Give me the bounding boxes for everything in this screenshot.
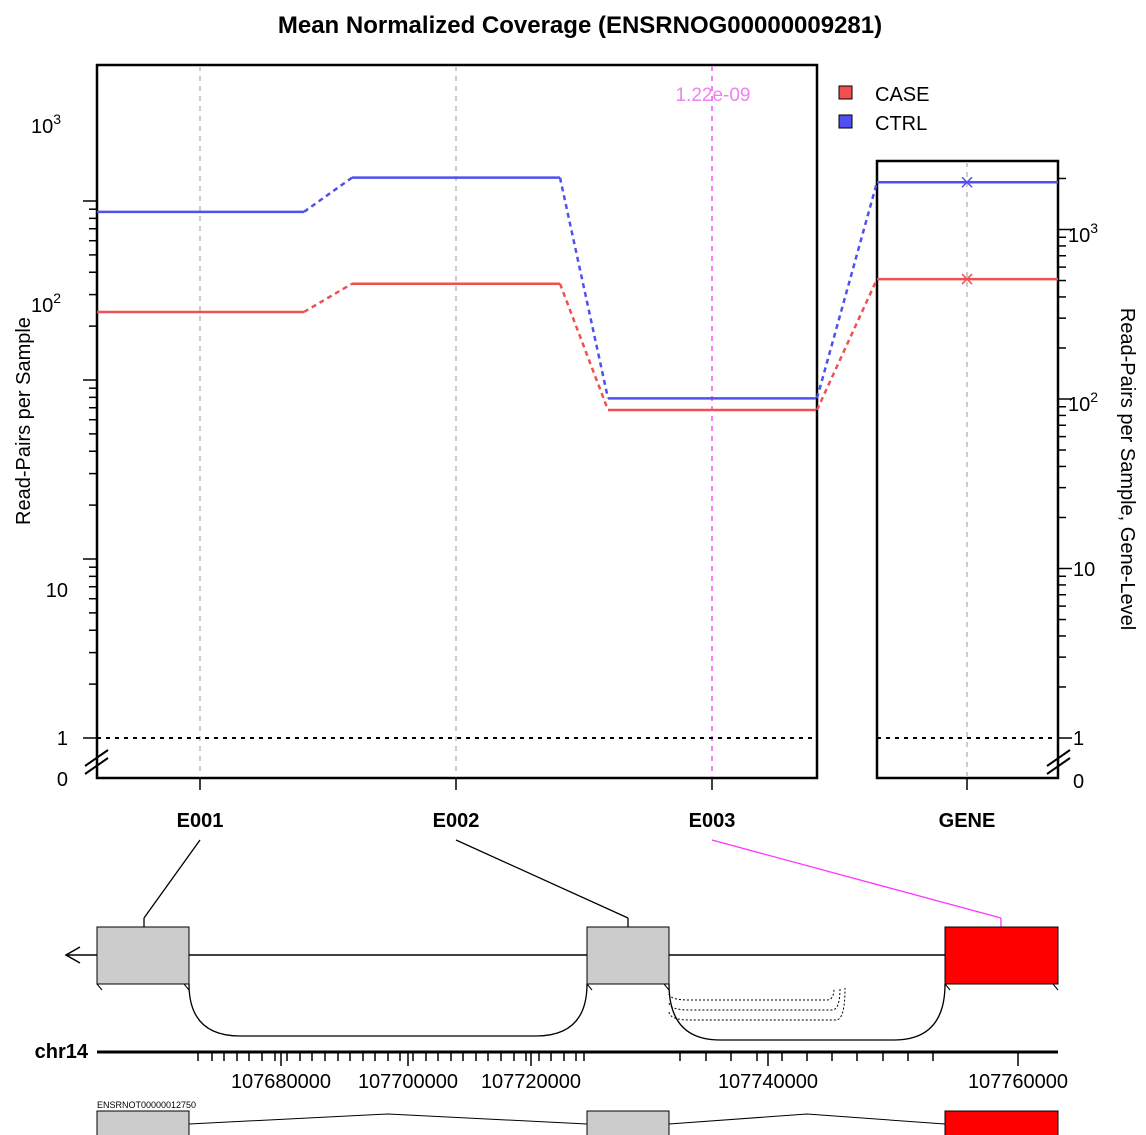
main-plot-frame [95, 63, 819, 780]
exon-e002 [586, 926, 670, 985]
transcript-intron-1 [188, 1113, 588, 1125]
transcript-exon-1 [96, 1110, 190, 1135]
bin-connector-e002 [455, 839, 629, 919]
novel-junction-3 [668, 987, 846, 1021]
x-label-gene: GENE [939, 810, 996, 832]
coord-label-5: 107760000 [968, 1071, 1068, 1093]
transcript-intron-2 [668, 1113, 946, 1125]
chromosome-label: chr14 [35, 1041, 89, 1063]
splice-junction-2 [668, 983, 946, 1041]
exon-e003 [944, 926, 1059, 985]
chart-title: Mean Normalized Coverage (ENSRNOG0000000… [278, 12, 882, 39]
bin-guide-lines [199, 66, 968, 777]
bin-connector-e001 [143, 839, 201, 919]
left-tick-1000: 103 [31, 111, 61, 138]
transcript-track: ENSRNOT00000012750 [96, 1100, 1059, 1135]
coverage-series [97, 176, 1058, 412]
ctrl-connector-2 [558, 177, 610, 399]
ctrl-gene-connector [815, 181, 879, 399]
right-y-axis [1058, 177, 1072, 739]
ctrl-gene-point [961, 176, 973, 188]
legend-swatch-ctrl [838, 114, 853, 129]
bin-connector-e003 [711, 839, 1002, 919]
novel-junction-1 [668, 987, 835, 1001]
left-axis-label: Read-Pairs per Sample [13, 317, 35, 525]
left-tick-100: 102 [31, 290, 61, 317]
splice-junction-1 [188, 983, 588, 1037]
case-gene-connector [815, 278, 879, 411]
legend-label-ctrl: CTRL [875, 113, 927, 135]
x-label-e001: E001 [177, 810, 224, 832]
left-tick-10: 10 [46, 580, 68, 602]
legend-swatch-case [838, 85, 853, 100]
left-axis-break [84, 749, 109, 775]
coord-label-4: 107740000 [718, 1071, 818, 1093]
right-tick-0: 0 [1073, 771, 1084, 793]
coord-label-1: 107680000 [231, 1071, 331, 1093]
coord-label-3: 107720000 [481, 1071, 581, 1093]
right-tick-10: 10 [1073, 559, 1095, 581]
strand-arrow-icon [64, 946, 81, 964]
case-gene-point [961, 273, 973, 285]
left-tick-1: 1 [57, 728, 68, 750]
x-category-labels: E001 E002 E003 GENE [177, 778, 996, 832]
right-axis-break [1046, 749, 1071, 775]
bin-to-exon-connectors [143, 839, 1002, 927]
novel-junction-2 [668, 987, 841, 1011]
right-tick-1: 1 [1073, 728, 1084, 750]
legend-label-case: CASE [875, 84, 929, 106]
case-connector-2 [558, 283, 610, 411]
transcript-exon-3 [944, 1110, 1059, 1135]
x-label-e003: E003 [689, 810, 736, 832]
right-axis-label: Read-Pairs per Sample, Gene-Level [1116, 308, 1138, 630]
left-tick-0: 0 [57, 769, 68, 791]
coord-label-2: 107700000 [358, 1071, 458, 1093]
transcript-label: ENSRNOT00000012750 [97, 1100, 196, 1110]
exon-ticks [96, 983, 1059, 991]
ctrl-connector-1 [303, 176, 353, 213]
exon-e001 [96, 926, 190, 985]
pvalue-label: 1.22e-09 [675, 85, 750, 106]
chromosome-ticks [197, 1052, 1019, 1066]
left-y-axis [83, 200, 97, 739]
x-label-e002: E002 [433, 810, 480, 832]
right-tick-1000: 103 [1068, 220, 1098, 247]
case-connector-1 [303, 282, 353, 314]
transcript-exon-2 [586, 1110, 670, 1135]
gene-model [64, 926, 1059, 1041]
right-tick-100: 102 [1068, 389, 1098, 416]
